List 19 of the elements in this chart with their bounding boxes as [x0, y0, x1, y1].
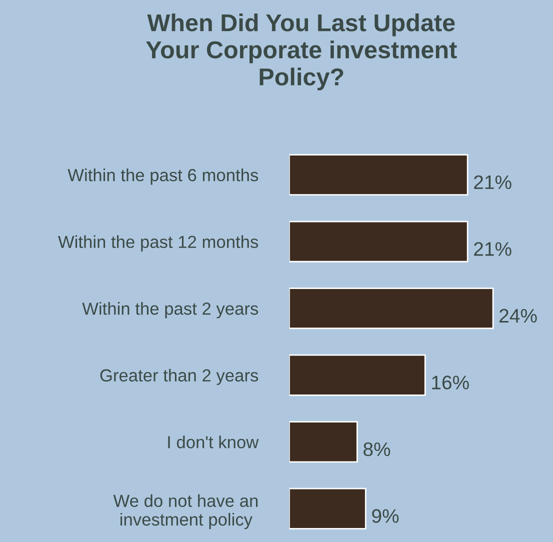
- bar: [289, 488, 366, 530]
- data-label: 24%: [500, 308, 537, 323]
- bar: [289, 154, 468, 196]
- y-tick-label: I don't know: [168, 436, 259, 448]
- y-tick-label: Within the past 2 years: [82, 302, 258, 318]
- data-label: 21%: [474, 242, 512, 256]
- y-tick-label: Within the past 6 months: [68, 168, 258, 185]
- y-tick-label: Greater than 2 years: [100, 368, 258, 385]
- chart-title: When Did You Last Update Your Corporate investment Policy?: [146, 14, 457, 90]
- bar: [289, 288, 494, 330]
- bar: [289, 220, 468, 262]
- y-tick-label: We do not have an investment policy: [113, 494, 258, 530]
- bar: [289, 421, 358, 463]
- y-tick-label: Within the past 12 months: [58, 235, 258, 252]
- data-label: 9%: [372, 509, 399, 523]
- bar: [289, 354, 426, 396]
- data-label: 8%: [364, 442, 390, 456]
- data-label: 21%: [474, 175, 512, 190]
- data-label: 16%: [432, 376, 469, 390]
